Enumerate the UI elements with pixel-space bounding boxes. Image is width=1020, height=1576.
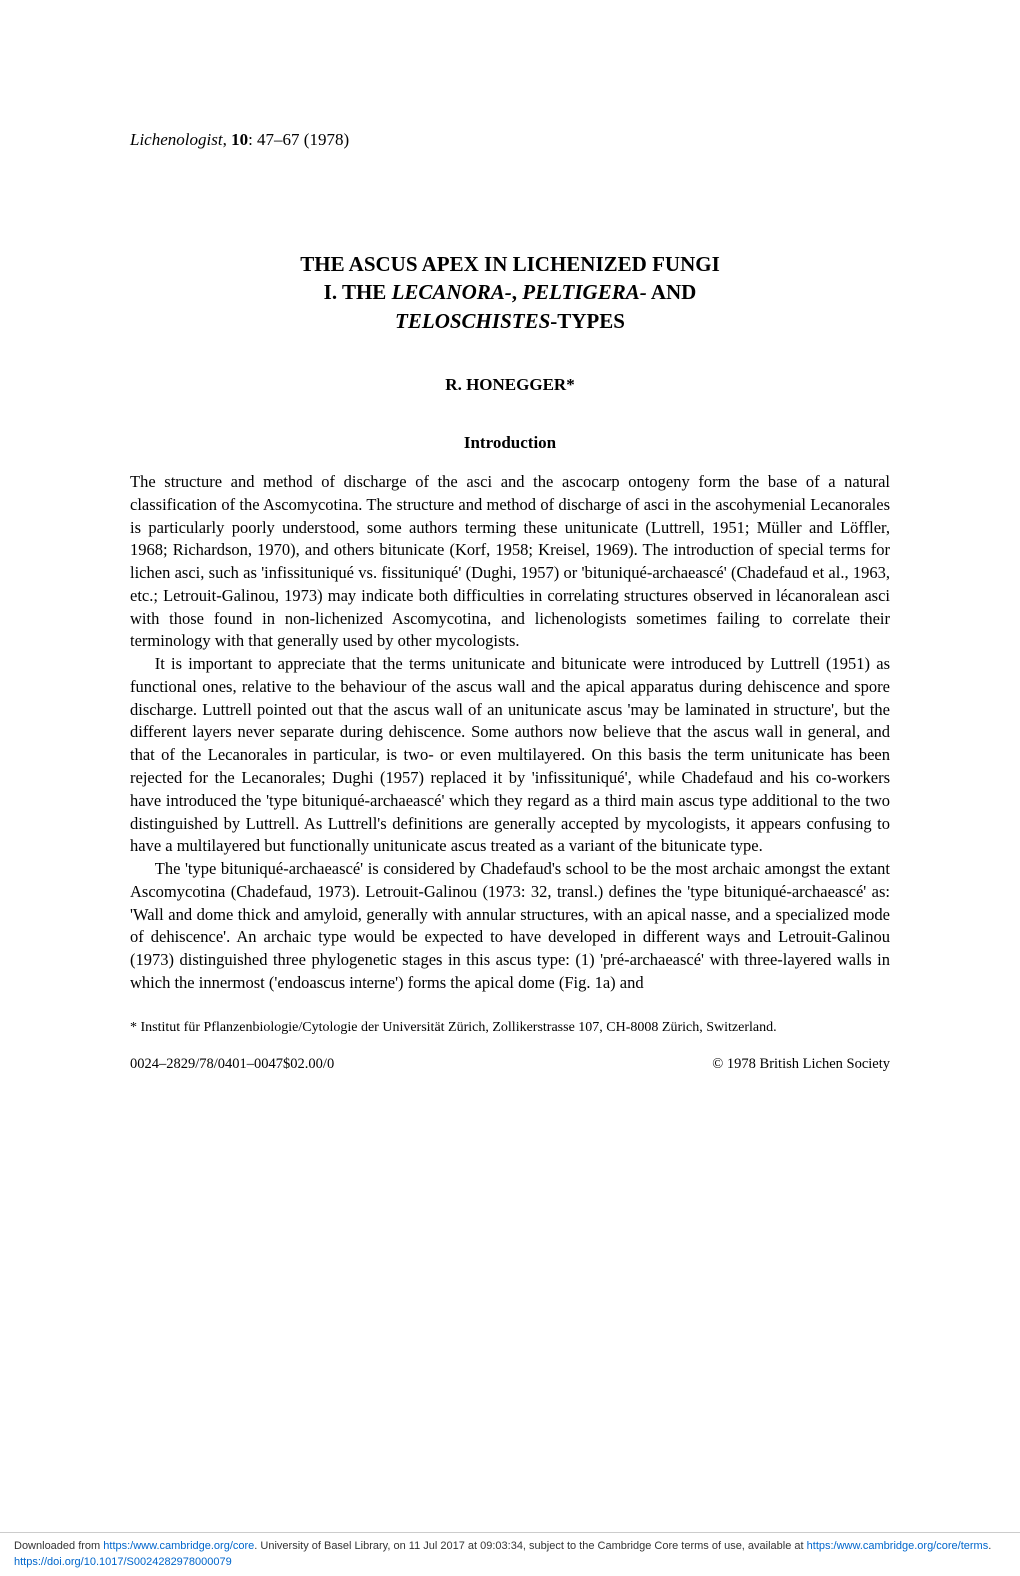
journal-name: Lichenologist (130, 130, 223, 149)
title-l2-italic2: PELTIGERA- (522, 280, 646, 304)
banner-mid2: . (988, 1540, 991, 1552)
page-container: Lichenologist, 10: 47–67 (1978) THE ASCU… (0, 0, 1020, 1133)
journal-volume: 10 (231, 130, 248, 149)
title-line-2: I. THE LECANORA-, PELTIGERA- AND (130, 278, 890, 306)
footnote: * Institut für Pflanzenbiologie/Cytologi… (130, 1019, 890, 1038)
banner-link-core[interactable]: https:/www.cambridge.org/core (103, 1540, 254, 1552)
title-line-1: THE ASCUS APEX IN LICHENIZED FUNGI (130, 250, 890, 278)
paragraph-2: It is important to appreciate that the t… (130, 653, 890, 858)
paragraph-1: The structure and method of discharge of… (130, 471, 890, 653)
paragraph-3: The 'type bituniqué-archaeascé' is consi… (130, 858, 890, 995)
title-l2-mid: , (512, 280, 523, 304)
author: R. HONEGGER* (130, 375, 890, 395)
banner-link-terms[interactable]: https:/www.cambridge.org/core/terms (807, 1540, 989, 1552)
copyright-line: © 1978 British Lichen Society (712, 1056, 890, 1073)
banner-mid1: . University of Basel Library, on 11 Jul… (254, 1540, 806, 1552)
journal-sep: , (223, 130, 232, 149)
journal-reference: Lichenologist, 10: 47–67 (1978) (130, 130, 890, 150)
download-banner: Downloaded from https:/www.cambridge.org… (0, 1532, 1020, 1576)
body-text: The structure and method of discharge of… (130, 471, 890, 995)
journal-year: (1978) (304, 130, 349, 149)
banner-prefix: Downloaded from (14, 1540, 103, 1552)
title-block: THE ASCUS APEX IN LICHENIZED FUNGI I. TH… (130, 250, 890, 335)
title-line-3: TELOSCHISTES-TYPES (130, 307, 890, 335)
section-heading: Introduction (130, 433, 890, 453)
journal-pages: 47–67 (257, 130, 300, 149)
title-l3-suffix: -TYPES (550, 309, 625, 333)
banner-link-doi[interactable]: https://doi.org/10.1017/S002428297800007… (14, 1556, 232, 1568)
title-l2-suffix: AND (647, 280, 697, 304)
journal-colon: : (248, 130, 257, 149)
bottom-line: 0024–2829/78/0401–0047$02.00/0 © 1978 Br… (130, 1056, 890, 1073)
title-l2-italic1: LECANORA- (392, 280, 512, 304)
title-l3-italic: TELOSCHISTES (395, 309, 550, 333)
title-l2-prefix: I. THE (324, 280, 392, 304)
issn-line: 0024–2829/78/0401–0047$02.00/0 (130, 1056, 334, 1073)
